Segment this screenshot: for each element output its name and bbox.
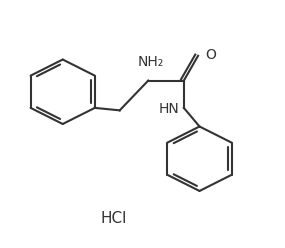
Text: NH₂: NH₂ xyxy=(138,56,164,69)
Text: O: O xyxy=(205,48,216,62)
Text: HN: HN xyxy=(159,102,180,116)
Text: HCl: HCl xyxy=(101,211,127,226)
